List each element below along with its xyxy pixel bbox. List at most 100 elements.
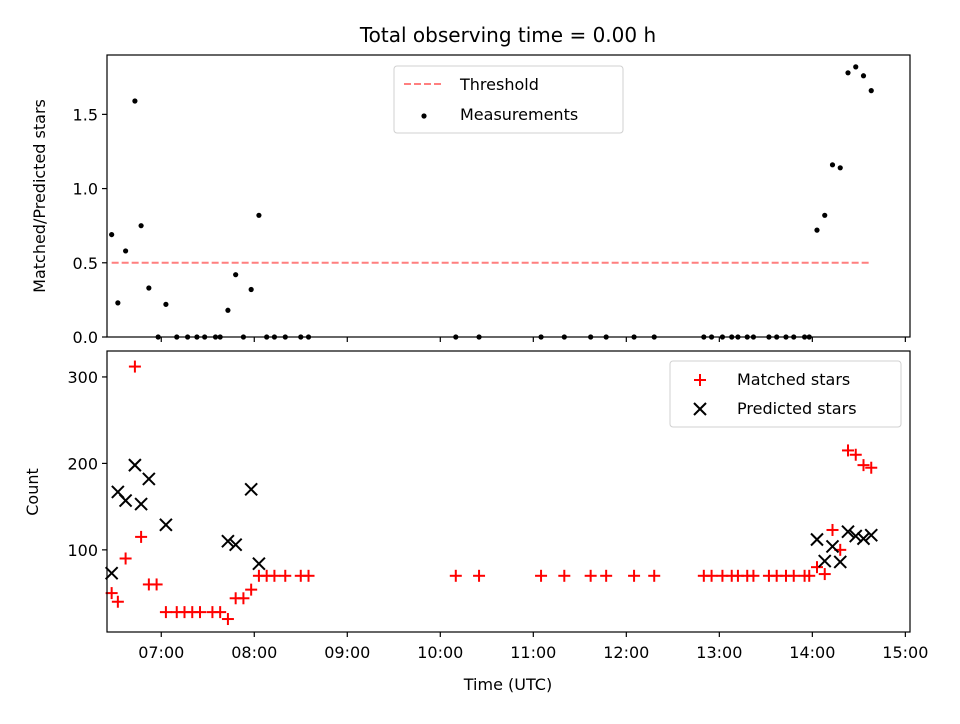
matched-star-point: [221, 613, 234, 626]
bottom-y-tick-label: 200: [67, 454, 98, 473]
matched-star-point: [841, 444, 854, 457]
matched-star-point: [535, 569, 548, 582]
predicted-star-point: [252, 556, 266, 571]
predicted-star-point: [849, 529, 863, 543]
bottom-y-tick-label: 100: [67, 541, 98, 560]
measurement-point: [123, 248, 129, 254]
measurement-point: [115, 300, 121, 306]
bottom-plot-frame: [106, 350, 911, 633]
matched-star-point: [705, 569, 718, 582]
matched-star-point: [584, 569, 597, 582]
measurement-point: [163, 301, 169, 307]
matched-star-point: [279, 569, 292, 582]
bottom-legend-box: [669, 360, 902, 428]
predicted-star-point: [228, 537, 243, 552]
measurement-point: [853, 64, 859, 70]
predicted-star-point: [134, 497, 148, 511]
top-legend-measurements-label: Measurements: [460, 105, 578, 124]
bottom-legend-matched-label: Matched stars: [737, 370, 850, 389]
top-legend-threshold-label: Threshold: [459, 75, 539, 94]
bottom-axis-ticks: 100 200 300 07:00 08:00 09:00 10:00 11:00 12:00 1…: [67, 368, 928, 662]
matched-star-point: [194, 606, 207, 619]
matched-star-point: [818, 568, 831, 581]
matched-star-point: [473, 569, 486, 582]
matched-star-point: [803, 569, 816, 582]
bottom-x-tick-label: 13:00: [696, 643, 742, 662]
matched-star-point: [648, 569, 661, 582]
matched-star-point: [119, 552, 132, 565]
bottom-x-tick-label: 10:00: [417, 643, 463, 662]
predicted-star-point: [841, 524, 855, 539]
top-y-axis-label: Matched/Predicted stars: [30, 99, 49, 293]
matched-star-point: [865, 461, 878, 474]
matched-star-point: [747, 569, 760, 582]
bottom-x-axis-label: Time (UTC): [463, 675, 552, 694]
matched-star-point: [857, 459, 870, 472]
measurement-point: [860, 73, 867, 79]
top-y-tick-label: 0.5: [73, 254, 98, 273]
bottom-legend-predicted-swatch: [693, 402, 707, 416]
matched-star-point: [628, 569, 641, 582]
matched-star-point: [787, 569, 800, 582]
matched-star-point: [135, 530, 148, 543]
predicted-star-point: [244, 482, 258, 497]
predicted-star-point: [128, 458, 142, 472]
measurement-point: [868, 88, 874, 94]
measurement-point: [829, 162, 836, 168]
measurement-point: [248, 286, 254, 293]
top-y-tick-label: 1.0: [73, 180, 98, 199]
measurement-point: [225, 307, 231, 313]
matched-star-point: [105, 587, 118, 600]
bottom-x-tick-label: 07:00: [138, 643, 184, 662]
measurement-point: [256, 212, 262, 218]
bottom-x-tick-label: 11:00: [510, 643, 556, 662]
bottom-panel: 100 200 300 07:00 08:00 09:00 10:00 11:00 12:00 1…: [23, 350, 928, 694]
bottom-plot-marks: [104, 360, 878, 626]
matched-star-point: [810, 561, 823, 574]
measurement-point: [146, 285, 152, 291]
matched-star-point: [826, 523, 839, 536]
top-legend-box: [393, 65, 624, 134]
measurement-point: [845, 70, 851, 76]
bottom-legend-predicted-label: Predicted stars: [737, 399, 857, 418]
top-legend-measurements-swatch: [421, 113, 427, 119]
top-legend: Threshold Measurements: [393, 65, 624, 134]
bottom-legend: Matched stars Predicted stars: [669, 360, 902, 428]
measurement-point: [132, 98, 138, 104]
matched-star-point: [128, 360, 141, 373]
predicted-star-point: [864, 528, 878, 542]
matched-star-point: [159, 606, 172, 619]
matched-star-point: [600, 569, 613, 582]
matched-star-point: [849, 448, 862, 461]
matched-star-point: [111, 595, 124, 608]
predicted-star-point: [825, 539, 840, 554]
matched-star-point: [449, 569, 462, 582]
predicted-star-point: [142, 472, 156, 486]
predicted-star-point: [104, 566, 119, 580]
predicted-star-point: [118, 493, 133, 508]
bottom-legend-matched-swatch: [694, 374, 706, 386]
measurement-point: [814, 227, 820, 233]
matched-star-point: [214, 606, 227, 619]
predicted-star-point: [833, 555, 847, 569]
predicted-star-point: [818, 554, 832, 568]
top-chart-title: Total observing time = 0.00 h: [359, 23, 656, 47]
bottom-x-tick-label: 14:00: [789, 643, 835, 662]
bottom-x-tick-label: 15:00: [882, 643, 928, 662]
bottom-y-tick-label: 300: [67, 368, 98, 387]
predicted-star-point: [159, 518, 173, 532]
matched-star-point: [245, 583, 258, 596]
matched-star-point: [237, 592, 250, 605]
matched-star-point: [268, 569, 281, 582]
bottom-y-axis-label: Count: [23, 468, 42, 516]
top-y-tick-label: 0.0: [73, 328, 98, 347]
measurement-point: [837, 165, 843, 171]
measurement-point: [109, 231, 115, 238]
bottom-x-tick-label: 08:00: [231, 643, 277, 662]
measurement-point: [233, 272, 239, 278]
top-y-tick-label: 1.5: [73, 105, 98, 124]
matched-star-point: [558, 569, 571, 582]
bottom-x-tick-label: 12:00: [603, 643, 649, 662]
matched-star-point: [302, 569, 315, 582]
